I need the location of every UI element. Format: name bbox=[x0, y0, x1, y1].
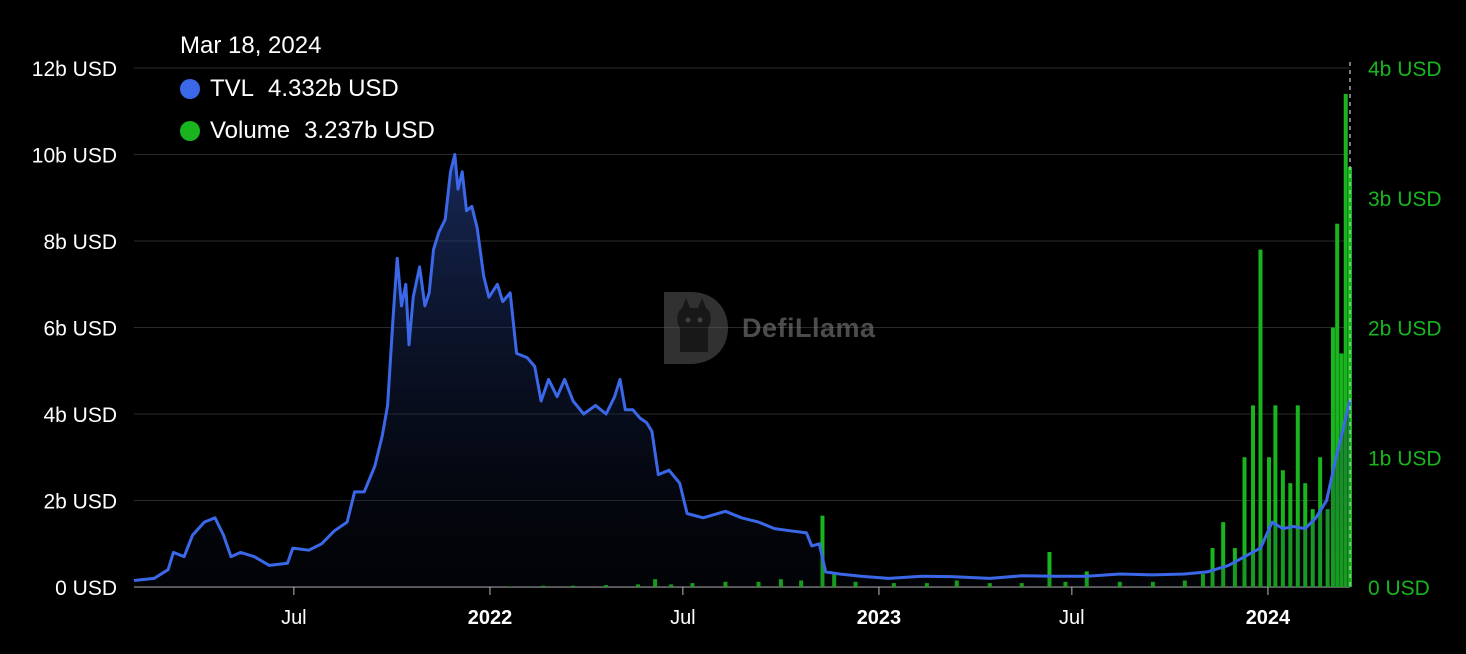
watermark: DefiLlama bbox=[660, 288, 876, 368]
volume-bar bbox=[1258, 249, 1263, 587]
x-tick-label: Jul bbox=[281, 607, 307, 629]
volume-bar bbox=[1047, 551, 1052, 587]
x-tick-label: 2022 bbox=[468, 607, 513, 629]
x-tick-label: Jul bbox=[670, 607, 696, 629]
left-tick-label: 6b USD bbox=[43, 318, 117, 341]
tvl-line bbox=[133, 153, 1352, 582]
grid-lines bbox=[134, 67, 1350, 501]
right-tick-label: 3b USD bbox=[1368, 188, 1442, 211]
left-tick-label: 8b USD bbox=[43, 231, 117, 254]
volume-bar bbox=[1210, 548, 1215, 587]
volume-bar bbox=[1251, 405, 1256, 587]
tvl-area bbox=[134, 154, 1350, 587]
x-axis: Jul 2022 Jul 2023 Jul 2024 bbox=[134, 586, 1350, 629]
right-tick-label: 0 USD bbox=[1368, 577, 1430, 600]
x-tick-label: 2023 bbox=[857, 607, 902, 629]
watermark-text: DefiLlama bbox=[742, 312, 876, 343]
volume-bar bbox=[1267, 457, 1272, 587]
x-tick-label: 2024 bbox=[1246, 607, 1291, 629]
volume-bar bbox=[1242, 457, 1247, 587]
left-tick-label: 10b USD bbox=[32, 145, 117, 168]
x-tick-label: Jul bbox=[1059, 607, 1085, 629]
volume-bar bbox=[1343, 93, 1348, 587]
right-tick-label: 1b USD bbox=[1368, 447, 1442, 470]
volume-bar bbox=[1330, 327, 1335, 587]
volume-bar bbox=[1273, 405, 1278, 587]
volume-bar bbox=[1295, 405, 1300, 587]
right-axis-ticks: 0 USD 1b USD 2b USD 3b USD 4b USD bbox=[1368, 58, 1442, 600]
right-tick-label: 4b USD bbox=[1368, 58, 1442, 81]
left-tick-label: 2b USD bbox=[43, 491, 117, 514]
llama-logo-icon bbox=[664, 292, 728, 364]
left-axis-ticks: 0 USD 2b USD 4b USD 6b USD 8b USD 10b USD 12b … bbox=[32, 58, 117, 600]
right-tick-label: 2b USD bbox=[1368, 318, 1442, 341]
left-tick-label: 0 USD bbox=[55, 577, 117, 600]
volume-bar bbox=[1221, 522, 1226, 587]
volume-bar bbox=[1335, 223, 1340, 587]
left-tick-label: 12b USD bbox=[32, 58, 117, 81]
left-tick-label: 4b USD bbox=[43, 404, 117, 427]
